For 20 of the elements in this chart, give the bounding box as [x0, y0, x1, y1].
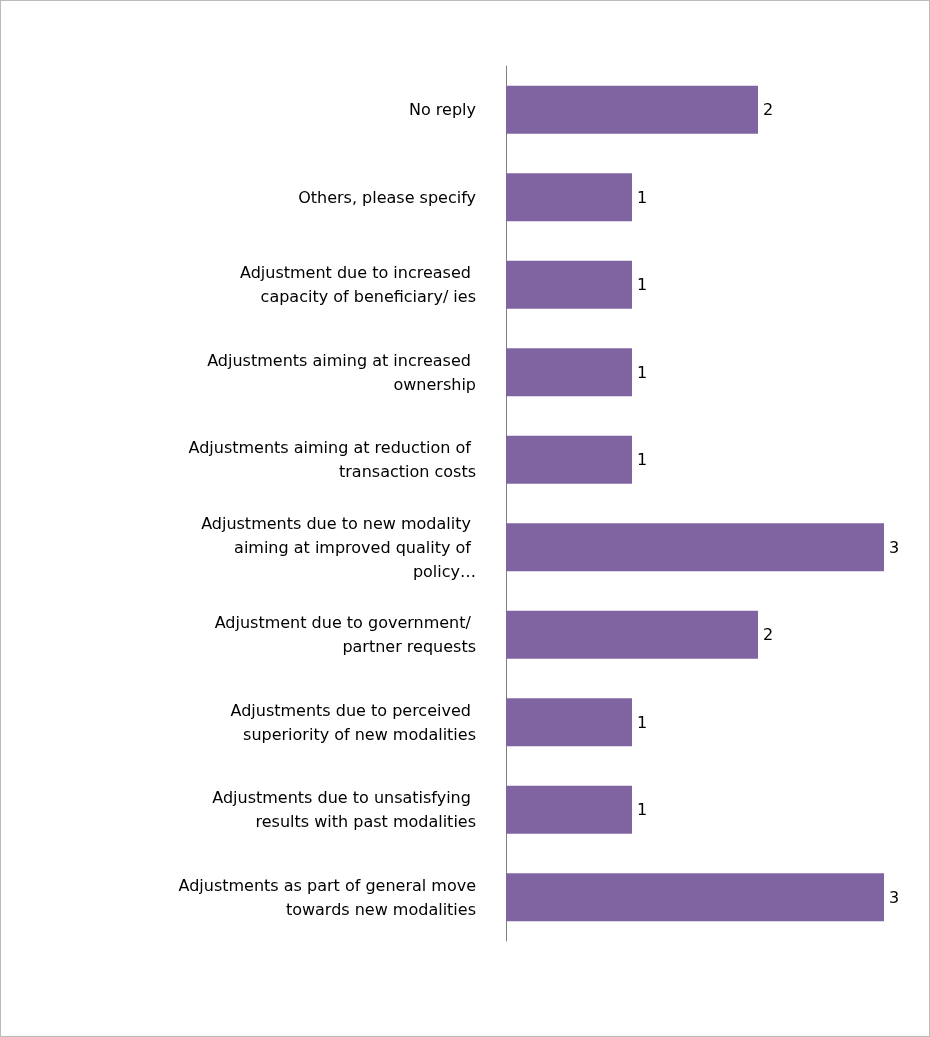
data-label: 1	[637, 712, 648, 732]
y-tick-label: Adjustments due to unsatisfying results with past modalities	[212, 788, 476, 832]
y-tick-label: Adjustments aiming at reduction of transaction costs	[188, 438, 476, 482]
data-label: 1	[637, 362, 648, 382]
data-label: 3	[889, 537, 900, 557]
y-tick-label: Others, please specify	[298, 187, 476, 207]
y-tick-label: Adjustments aiming at increased ownership	[207, 350, 476, 394]
y-tick-label: Adjustment due to government/ partner requests	[214, 613, 476, 657]
y-tick-label: Adjustments as part of general move towards new modalities	[178, 875, 476, 919]
data-label: 1	[637, 187, 648, 207]
data-label: 1	[637, 450, 648, 470]
data-label: 1	[637, 800, 648, 820]
y-tick-label: Adjustments due to perceived superiority of new modalities	[230, 700, 476, 744]
y-tick-label: Adjustments due to new modality aiming at improved quality of policy…	[201, 513, 476, 581]
data-label: 2	[763, 100, 774, 120]
data-label: 2	[763, 625, 774, 645]
data-label: 3	[889, 887, 900, 907]
y-tick-label: No reply	[409, 100, 476, 120]
y-tick-label: Adjustment due to increased capacity of beneficiary/ ies	[240, 263, 476, 307]
data-label: 1	[637, 275, 648, 295]
